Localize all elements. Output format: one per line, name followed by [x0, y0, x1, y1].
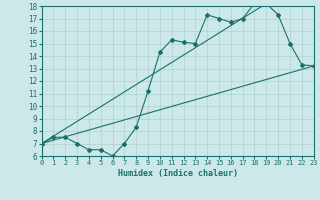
X-axis label: Humidex (Indice chaleur): Humidex (Indice chaleur)	[118, 169, 237, 178]
